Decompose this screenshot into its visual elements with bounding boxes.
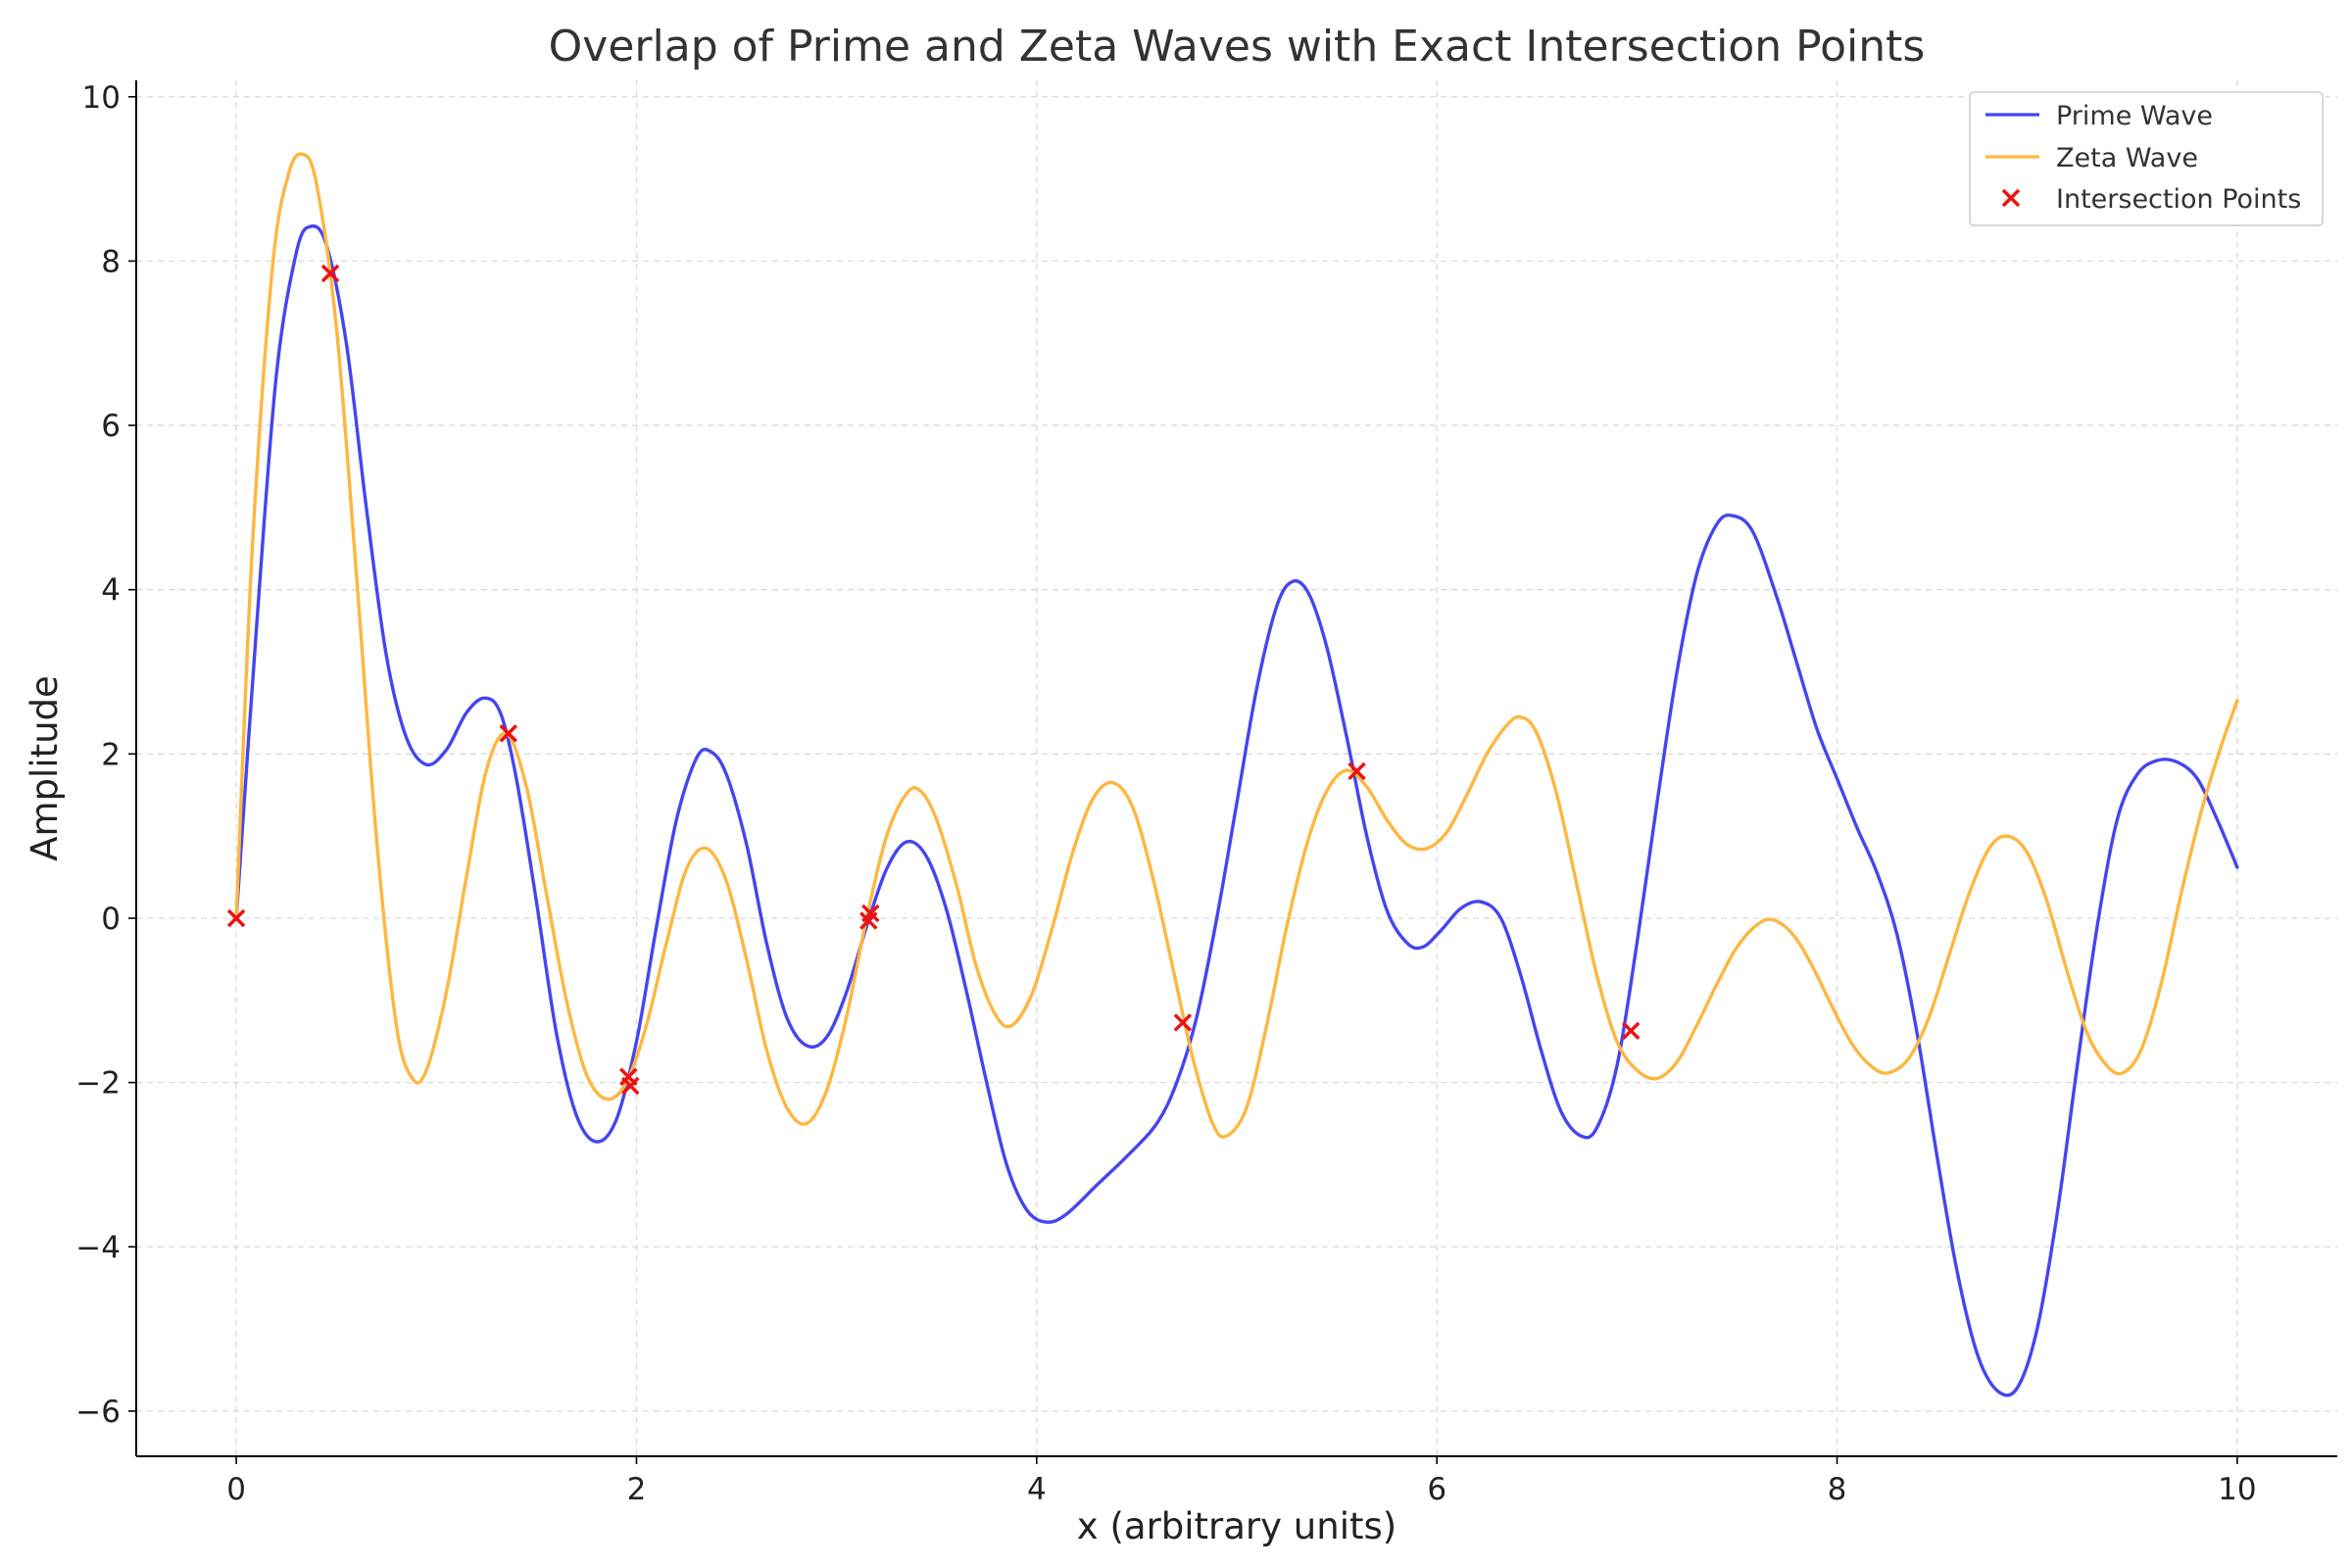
- series-layer: [226, 152, 2239, 1397]
- legend-zeta-label: Zeta Wave: [2056, 143, 2198, 173]
- intersection-point: [861, 904, 880, 923]
- x-tick-label: 4: [1027, 1472, 1047, 1507]
- axes-layer: [135, 80, 2337, 1457]
- grid-layer: [136, 80, 2337, 1456]
- y-tick-label: −2: [75, 1066, 121, 1102]
- legend-intersection-marker: [2001, 188, 2021, 208]
- y-tick-label: 8: [101, 244, 121, 279]
- intersection-point: [320, 264, 340, 283]
- x-tick-label: 2: [627, 1472, 647, 1507]
- intersection-point: [1622, 1021, 1641, 1041]
- x-tick-label: 6: [1427, 1472, 1446, 1507]
- prime-wave-line: [234, 224, 2239, 1397]
- y-tick-label: 6: [101, 409, 121, 444]
- intersection-point: [499, 724, 518, 743]
- chart-title: Overlap of Prime and Zeta Waves with Exa…: [549, 22, 1926, 72]
- legend-intersection-label: Intersection Points: [2056, 184, 2301, 215]
- y-tick-label: 4: [101, 573, 121, 609]
- intersection-point: [226, 908, 246, 928]
- legend-box: [1969, 91, 2324, 226]
- y-tick-label: −6: [75, 1395, 121, 1430]
- legend-prime-label: Prime Wave: [2056, 101, 2213, 131]
- x-tick-label: 10: [2218, 1472, 2256, 1507]
- legend: Prime Wave Zeta Wave Intersection Points: [1969, 91, 2324, 226]
- y-tick-label: 10: [82, 80, 121, 116]
- y-tick-label: −4: [75, 1230, 121, 1265]
- y-tick-label: 2: [101, 737, 121, 772]
- x-tick-label: 0: [226, 1472, 246, 1507]
- y-tick-label: 0: [101, 902, 121, 937]
- intersection-point: [1348, 761, 1366, 781]
- tick-layer: 0 2 4 6 8 10 −6 −4 −2 0 2 4 6 8 10: [75, 80, 2256, 1507]
- x-axis-title: x (arbitrary units): [1077, 1505, 1396, 1547]
- intersection-point: [1173, 1013, 1193, 1032]
- intersection-point: [621, 1076, 640, 1096]
- y-axis-title: Amplitude: [24, 675, 66, 861]
- zeta-wave-line: [234, 152, 2239, 1139]
- x-tick-label: 8: [1828, 1472, 1847, 1507]
